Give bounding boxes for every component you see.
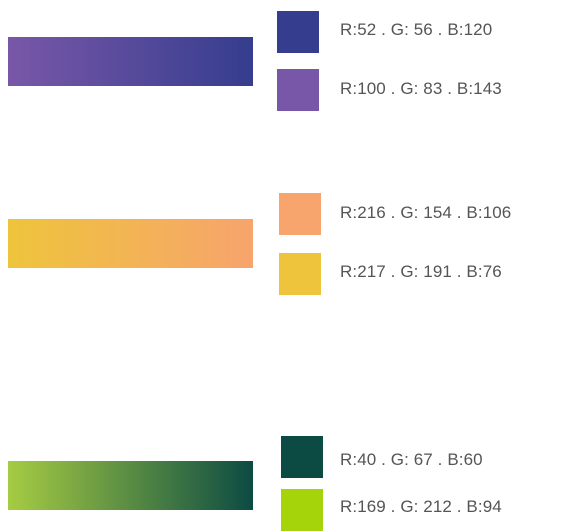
color-swatch-dark-green [281, 436, 323, 478]
swatch-label-lime: R:169 . G: 212 . B:94 [340, 497, 502, 516]
color-swatch-yellow [279, 253, 321, 295]
swatch-label-yellow: R:217 . G: 191 . B:76 [340, 262, 502, 281]
color-swatch-blue [277, 11, 319, 53]
color-swatch-purple [277, 69, 319, 111]
color-swatch-lime [281, 489, 323, 531]
swatch-label-dark-green: R:40 . G: 67 . B:60 [340, 450, 483, 469]
color-swatch-orange [279, 193, 321, 235]
gradient-bar-purple-blue [8, 37, 253, 86]
gradient-bar-yellow-orange [8, 219, 253, 268]
swatch-label-purple: R:100 . G: 83 . B:143 [340, 79, 502, 98]
swatch-label-orange: R:216 . G: 154 . B:106 [340, 203, 512, 222]
gradient-bar-lime-darkgreen [8, 461, 253, 510]
swatch-label-blue: R:52 . G: 56 . B:120 [340, 20, 493, 39]
